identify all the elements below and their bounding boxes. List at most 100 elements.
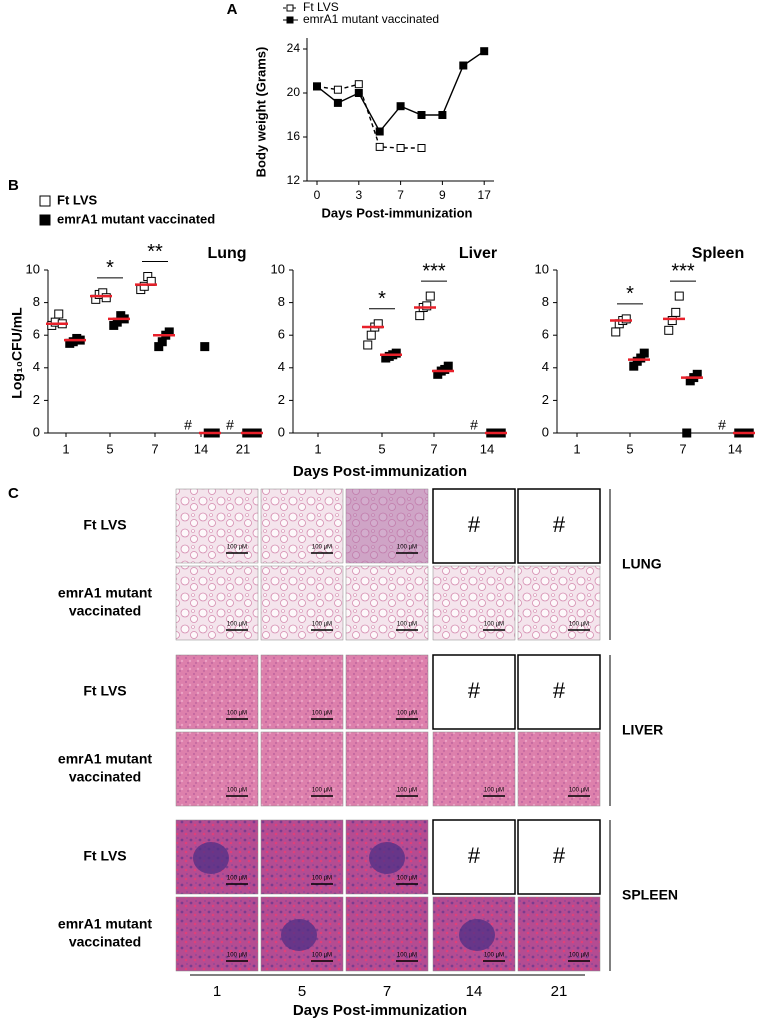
x-tick-label: 5 (626, 441, 633, 456)
scale-label: 100 µM (569, 788, 589, 794)
significance-label: * (106, 257, 114, 279)
legend-marker (286, 16, 294, 24)
data-point (639, 348, 649, 358)
histology-image (175, 654, 259, 730)
x-tick-label: 7 (397, 188, 404, 202)
scale-label: 100 µM (484, 953, 504, 959)
y-tick-label: 0 (542, 424, 549, 439)
data-point (417, 111, 426, 119)
follicle (369, 842, 405, 874)
y-tick-label: 4 (278, 359, 285, 374)
series-line (316, 50, 485, 133)
data-point (333, 98, 342, 107)
histology-image (517, 731, 601, 807)
follicle (193, 842, 229, 874)
scale-label: 100 µM (312, 876, 332, 882)
scale-label: 100 µM (397, 788, 417, 794)
missing-marker: # (468, 512, 481, 537)
data-point (200, 342, 210, 352)
data-point (375, 142, 384, 151)
scale-label: 100 µM (484, 622, 504, 628)
x-tick-label: 14 (194, 441, 208, 456)
histology-image (345, 896, 429, 972)
empty-cell (517, 654, 601, 730)
data-point (313, 82, 321, 91)
data-point (101, 293, 111, 303)
data-point (425, 291, 435, 301)
scale-label: 100 µM (227, 788, 247, 794)
significance-label: *** (671, 260, 695, 282)
legend-marker (286, 4, 294, 12)
x-tick-label: 14 (466, 983, 483, 1000)
scale-label: 100 µM (569, 622, 589, 628)
y-tick-label: 24 (287, 41, 301, 55)
x-axis-label: Days Post-immunization (293, 463, 467, 480)
legend-label: Ft LVS (57, 192, 98, 207)
follicle (281, 919, 317, 951)
row-label: Ft LVS (83, 848, 126, 864)
y-tick-label: 8 (542, 294, 549, 309)
data-point (422, 301, 432, 311)
histology-image (517, 896, 601, 972)
scale-label: 100 µM (569, 953, 589, 959)
y-tick-label: 20 (287, 85, 301, 99)
x-tick-label: 1 (314, 441, 321, 456)
x-tick-label: 1 (213, 983, 221, 1000)
empty-cell (517, 488, 601, 564)
panel-letter: A (227, 1, 238, 18)
chart-title: Lung (207, 245, 246, 262)
scale-label: 100 µM (227, 545, 247, 551)
histology-image (432, 731, 516, 807)
row-label: emrA1 mutant (58, 585, 152, 601)
y-tick-label: 0 (278, 424, 285, 439)
x-tick-label: 7 (383, 983, 391, 1000)
empty-cell (432, 488, 516, 564)
x-tick-label: 0 (314, 188, 321, 202)
data-point (611, 327, 621, 337)
missing-marker: # (553, 512, 566, 537)
y-tick-label: 6 (542, 327, 549, 342)
histology-image (260, 819, 344, 895)
y-tick-label: 6 (33, 327, 40, 342)
organ-label: LIVER (622, 722, 663, 738)
missing-marker: # (184, 417, 192, 433)
x-tick-label: 5 (378, 441, 385, 456)
scale-label: 100 µM (312, 711, 332, 717)
scale-label: 100 µM (397, 545, 417, 551)
x-tick-label: 17 (478, 188, 492, 202)
scale-label: 100 µM (484, 788, 504, 794)
row-label: vaccinated (69, 769, 141, 785)
histology-image (345, 654, 429, 730)
significance-label: ** (147, 241, 163, 263)
histology-image (175, 488, 259, 564)
data-point (333, 85, 342, 94)
x-tick-label: 21 (236, 441, 250, 456)
y-tick-label: 16 (287, 129, 301, 143)
row-label: emrA1 mutant (58, 751, 152, 767)
x-tick-label: 3 (355, 188, 362, 202)
data-point (363, 340, 373, 350)
histology-image (175, 565, 259, 641)
data-point (674, 291, 684, 301)
data-point (354, 80, 363, 89)
x-tick-label: 14 (480, 441, 494, 456)
x-axis-label: Days Post-immunization (293, 1002, 467, 1019)
legend-label: emrA1 mutant vaccinated (303, 12, 439, 26)
data-point (443, 361, 453, 371)
chart-title: Spleen (692, 245, 744, 262)
empty-cell (432, 819, 516, 895)
follicle (459, 919, 495, 951)
significance-label: * (378, 288, 386, 310)
row-label: Ft LVS (83, 517, 126, 533)
histology-image (175, 731, 259, 807)
histology-image (260, 654, 344, 730)
missing-marker: # (468, 843, 481, 868)
y-tick-label: 0 (33, 424, 40, 439)
data-point (480, 47, 489, 56)
scale-label: 100 µM (227, 953, 247, 959)
y-tick-label: 10 (271, 261, 285, 276)
missing-marker: # (468, 678, 481, 703)
x-tick-label: 9 (439, 188, 446, 202)
y-tick-label: 4 (542, 359, 549, 374)
